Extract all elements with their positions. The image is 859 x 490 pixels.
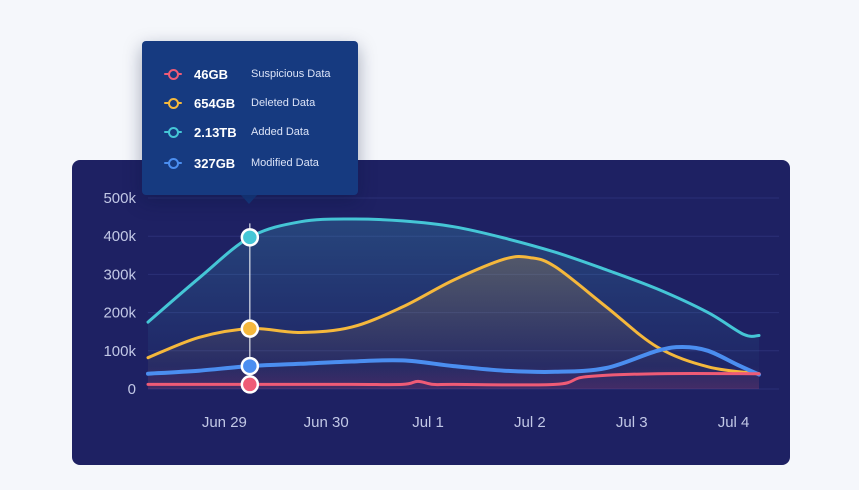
tooltip-label: Suspicious Data bbox=[251, 68, 331, 80]
tooltip-value: 327GB bbox=[194, 155, 236, 171]
tooltip-value: 46GB bbox=[194, 66, 228, 82]
tooltip-row-suspicious: 46GB Suspicious Data bbox=[164, 64, 331, 84]
tooltip-value: 654GB bbox=[194, 95, 236, 111]
hover-point-suspicious-data[interactable] bbox=[240, 375, 260, 394]
series-line-suspicious-data bbox=[146, 371, 761, 387]
series-marker-icon bbox=[164, 126, 182, 138]
y-axis-ticks: 0 100k 200k 300k 400k 500k bbox=[103, 190, 136, 398]
tooltip-label: Deleted Data bbox=[251, 97, 316, 109]
series-line-modified-data bbox=[146, 345, 761, 377]
y-tick-label: 100k bbox=[103, 343, 136, 360]
tooltip-row-added: 2.13TB Added Data bbox=[164, 122, 309, 142]
hover-layer bbox=[240, 223, 260, 394]
tooltip-label: Modified Data bbox=[251, 157, 319, 169]
series-area-deleted-data bbox=[148, 256, 759, 389]
tooltip-row-modified: 327GB Modified Data bbox=[164, 153, 319, 173]
x-tick-label: Jun 29 bbox=[202, 414, 247, 431]
x-tick-label: Jul 2 bbox=[514, 414, 546, 431]
series-marker-icon bbox=[164, 97, 182, 109]
y-tick-label: 0 bbox=[128, 381, 136, 398]
y-tick-label: 200k bbox=[103, 305, 136, 322]
y-tick-label: 500k bbox=[103, 190, 136, 207]
y-tick-label: 400k bbox=[103, 228, 136, 245]
series-marker-icon bbox=[164, 68, 182, 80]
y-tick-label: 300k bbox=[103, 266, 136, 283]
x-tick-label: Jul 3 bbox=[616, 414, 648, 431]
hover-point-modified-data[interactable] bbox=[240, 356, 260, 376]
tooltip-row-deleted: 654GB Deleted Data bbox=[164, 93, 315, 113]
series-marker-icon bbox=[164, 157, 182, 169]
tooltip-label: Added Data bbox=[251, 126, 310, 138]
x-tick-label: Jul 4 bbox=[718, 414, 750, 431]
x-axis-ticks: Jun 29 Jun 30 Jul 1 Jul 2 Jul 3 Jul 4 bbox=[202, 414, 750, 431]
hover-point-added-data[interactable] bbox=[240, 228, 260, 247]
x-tick-label: Jul 1 bbox=[412, 414, 444, 431]
tooltip-value: 2.13TB bbox=[194, 124, 237, 140]
x-tick-label: Jun 30 bbox=[304, 414, 349, 431]
hover-point-deleted-data[interactable] bbox=[240, 319, 260, 338]
tooltip: 46GB Suspicious Data 654GB Deleted Data … bbox=[142, 41, 358, 195]
tooltip-arrow bbox=[240, 194, 258, 204]
